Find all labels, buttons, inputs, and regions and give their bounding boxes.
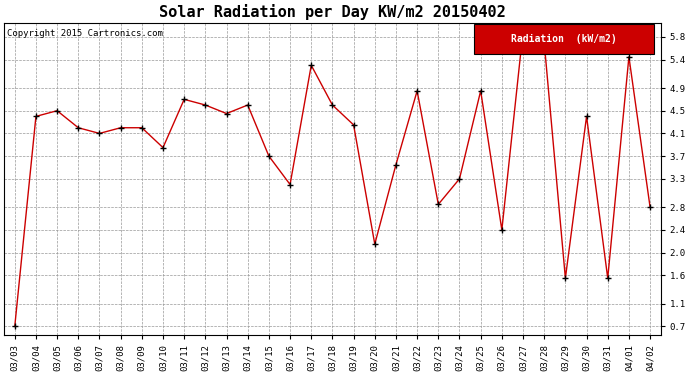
Title: Solar Radiation per Day KW/m2 20150402: Solar Radiation per Day KW/m2 20150402 (159, 4, 506, 20)
Text: Radiation  (kW/m2): Radiation (kW/m2) (511, 34, 617, 44)
Text: Copyright 2015 Cartronics.com: Copyright 2015 Cartronics.com (8, 29, 164, 38)
FancyBboxPatch shape (473, 24, 654, 54)
